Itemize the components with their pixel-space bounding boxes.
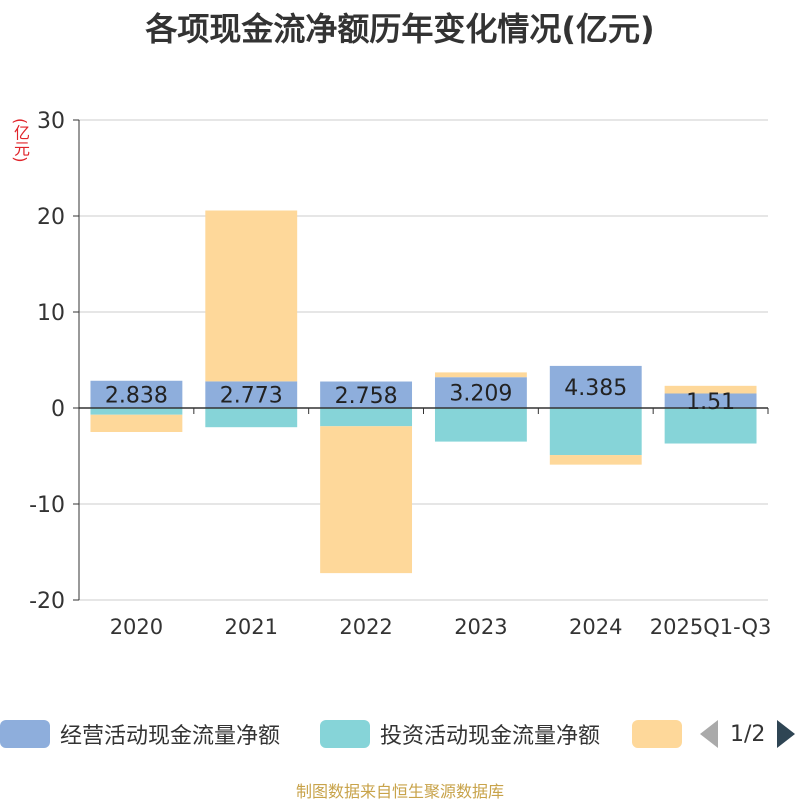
legend-pager: 1/2 (700, 714, 796, 754)
bar-3-2025Q1-Q3 (664, 385, 757, 394)
x-tick-label: 2024 (569, 615, 622, 639)
data-label: 2.773 (220, 384, 283, 409)
bar-1-2020 (90, 380, 183, 408)
bar-2-2022 (320, 408, 413, 427)
chart-title: 各项现金流净额历年变化情况(亿元) (145, 10, 655, 48)
bar-3-2021 (205, 210, 298, 382)
chart-legend: 经营活动现金流量净额 投资活动现金流量净额 1/2 (0, 714, 800, 754)
data-label: 1.51 (686, 390, 735, 415)
bar-1-2021 (205, 381, 298, 408)
y-tick-label: 30 (37, 109, 65, 134)
data-source-note: 制图数据来自恒生聚源数据库 (295, 782, 504, 801)
y-axis-unit-label: (亿元) (11, 118, 30, 163)
legend-swatch-operating (0, 720, 50, 748)
bar-3-2022 (320, 426, 413, 574)
y-tick-label: -10 (29, 493, 65, 518)
x-tick-label: 2020 (110, 615, 163, 639)
legend-item-operating[interactable]: 经营活动现金流量净额 (0, 714, 280, 754)
legend-next-page-icon[interactable] (777, 720, 796, 748)
bar-3-2023 (434, 372, 527, 378)
data-label: 2.838 (105, 383, 168, 408)
x-tick-label: 2022 (339, 615, 392, 639)
bar-2-2021 (205, 408, 298, 428)
bar-2-2025Q1-Q3 (664, 408, 757, 444)
bar-1-2024 (549, 365, 642, 408)
legend-label-operating: 经营活动现金流量净额 (60, 724, 281, 749)
data-label: 2.758 (335, 384, 398, 409)
bar-1-2025Q1-Q3 (664, 393, 757, 408)
bar-2-2023 (434, 408, 527, 442)
y-tick-label: 20 (37, 205, 65, 230)
legend-item-third[interactable] (632, 714, 692, 754)
bar-2-2024 (549, 408, 642, 456)
legend-swatch-investing (320, 720, 370, 748)
x-tick-label: 2025Q1-Q3 (650, 615, 772, 639)
bar-1-2022 (320, 381, 413, 408)
bar-1-2023 (434, 377, 527, 408)
y-tick-label: 10 (37, 301, 65, 326)
bar-3-2020 (90, 414, 183, 432)
bar-3-2024 (549, 455, 642, 465)
data-label: 4.385 (564, 376, 627, 401)
legend-item-investing[interactable]: 投资活动现金流量净额 (320, 714, 600, 754)
legend-prev-page-icon[interactable] (700, 720, 718, 748)
legend-swatch-third (632, 720, 682, 748)
legend-label-investing: 投资活动现金流量净额 (380, 724, 601, 749)
chart-plot-area: -20 -10 0 10 20 30 2.838 2.773 2.758 3.209 4.385 1.… (29, 109, 772, 639)
legend-page-indicator: 1/2 (730, 721, 766, 747)
y-tick-label: -20 (29, 589, 65, 614)
y-tick-label: 0 (51, 397, 65, 422)
x-tick-label: 2023 (454, 615, 507, 639)
x-tick-label: 2021 (225, 615, 278, 639)
bar-2-2020 (90, 408, 183, 415)
data-label: 3.209 (449, 382, 512, 407)
